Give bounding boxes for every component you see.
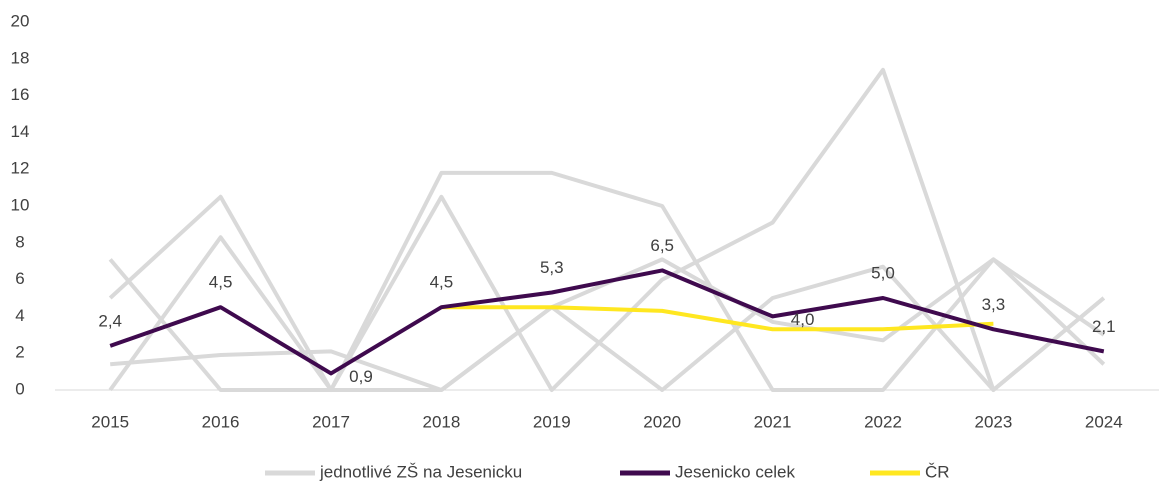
series-line xyxy=(441,305,994,332)
legend-label: ČR xyxy=(925,462,950,481)
data-label: 4,5 xyxy=(430,273,454,292)
x-tick-label: 2017 xyxy=(312,412,350,431)
x-tick-label: 2021 xyxy=(754,412,792,431)
y-tick-label: 6 xyxy=(15,269,24,288)
data-label: 2,4 xyxy=(98,311,122,330)
legend-label: jednotlivé ZŠ na Jesenicku xyxy=(319,462,522,481)
series-line xyxy=(109,268,1105,376)
x-tick-label: 2023 xyxy=(974,412,1012,431)
y-tick-label: 16 xyxy=(11,85,30,104)
y-tick-label: 4 xyxy=(15,306,24,325)
school-line xyxy=(108,67,1106,392)
x-tick-label: 2015 xyxy=(91,412,129,431)
y-tick-label: 2 xyxy=(15,343,24,362)
y-tick-label: 20 xyxy=(11,11,30,30)
data-label: 2,1 xyxy=(1092,317,1116,336)
y-tick-label: 14 xyxy=(11,122,30,141)
x-tick-label: 2018 xyxy=(422,412,460,431)
x-tick-label: 2019 xyxy=(533,412,571,431)
x-tick-label: 2016 xyxy=(202,412,240,431)
y-tick-label: 18 xyxy=(11,48,30,67)
y-tick-label: 12 xyxy=(11,159,30,178)
x-tick-label: 2020 xyxy=(643,412,681,431)
x-tick-label: 2024 xyxy=(1085,412,1123,431)
legend-label: Jesenicko celek xyxy=(675,462,796,481)
data-label: 4,5 xyxy=(209,273,233,292)
data-label: 3,3 xyxy=(982,295,1006,314)
data-label: 0,9 xyxy=(349,367,373,386)
data-label: 5,0 xyxy=(871,263,895,282)
data-label: 4,0 xyxy=(791,310,815,329)
x-tick-label: 2022 xyxy=(864,412,902,431)
data-label: 6,5 xyxy=(650,236,674,255)
y-tick-label: 10 xyxy=(11,195,30,214)
data-label: 5,3 xyxy=(540,258,564,277)
y-tick-label: 0 xyxy=(15,379,24,398)
y-tick-label: 8 xyxy=(15,232,24,251)
